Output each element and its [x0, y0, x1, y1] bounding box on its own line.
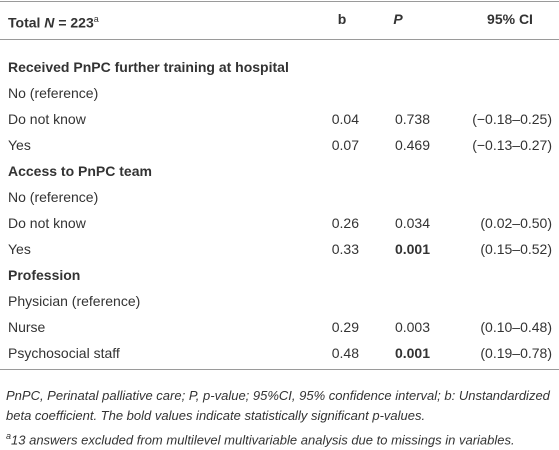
cell-p: 0.034 — [394, 215, 430, 231]
row-label: Do not know — [8, 215, 86, 231]
cell-ci: (0.02–0.50) — [480, 215, 552, 231]
row-label: Physician (reference) — [8, 293, 141, 309]
row-label: Yes — [8, 137, 31, 153]
col-header: b — [337, 11, 347, 27]
header-total: Total N = 223a — [8, 10, 99, 32]
cell-b: 0.29 — [331, 319, 359, 335]
footnote-note: PnPC, Perinatal palliative care; P, p-va… — [6, 388, 550, 423]
cell-p: 0.003 — [394, 319, 430, 335]
cell-b: 0.33 — [331, 241, 359, 257]
section-title: Profession — [8, 267, 81, 283]
section-title: Received PnPC further training at hospit… — [8, 59, 289, 75]
row-label: Yes — [8, 241, 31, 257]
footnote-text: 13 answers excluded from multilevel mult… — [11, 432, 515, 448]
cell-p: 0.738 — [394, 111, 430, 127]
n-value: = 223 — [58, 14, 94, 31]
cell-b: 0.26 — [331, 215, 359, 231]
cell-ci: (−0.18–0.25) — [472, 111, 552, 127]
col-header: P — [393, 11, 403, 27]
n-symbol: N — [44, 14, 55, 31]
footnote-excluded: a13 answers excluded from multilevel mul… — [6, 426, 556, 450]
row-label: No (reference) — [8, 85, 99, 101]
section-title: Access to PnPC team — [8, 163, 152, 179]
cell-ci: (−0.13–0.27) — [472, 137, 552, 153]
header-rule — [0, 39, 559, 40]
footnotes: PnPC, Perinatal palliative care; P, p-va… — [6, 386, 556, 450]
row-label: Nurse — [8, 319, 46, 335]
row-label: Psychosocial staff — [8, 345, 120, 361]
cell-p: 0.001 — [394, 345, 430, 361]
cell-ci: (0.10–0.48) — [480, 319, 552, 335]
cell-b: 0.48 — [331, 345, 359, 361]
cell-b: 0.04 — [331, 111, 359, 127]
col-header: 95% CI — [487, 11, 533, 27]
total-label: Total — [8, 14, 41, 31]
footnote-mark: a — [6, 431, 12, 441]
cell-ci: (0.15–0.52) — [480, 241, 552, 257]
cell-ci: (0.19–0.78) — [480, 345, 552, 361]
cell-b: 0.07 — [331, 137, 359, 153]
row-label: No (reference) — [8, 189, 99, 205]
cell-p: 0.001 — [394, 241, 430, 257]
footnote-mark: a — [93, 14, 99, 24]
cell-p: 0.469 — [394, 137, 430, 153]
bottom-rule — [0, 369, 559, 370]
top-rule — [0, 1, 559, 2]
row-label: Do not know — [8, 111, 86, 127]
